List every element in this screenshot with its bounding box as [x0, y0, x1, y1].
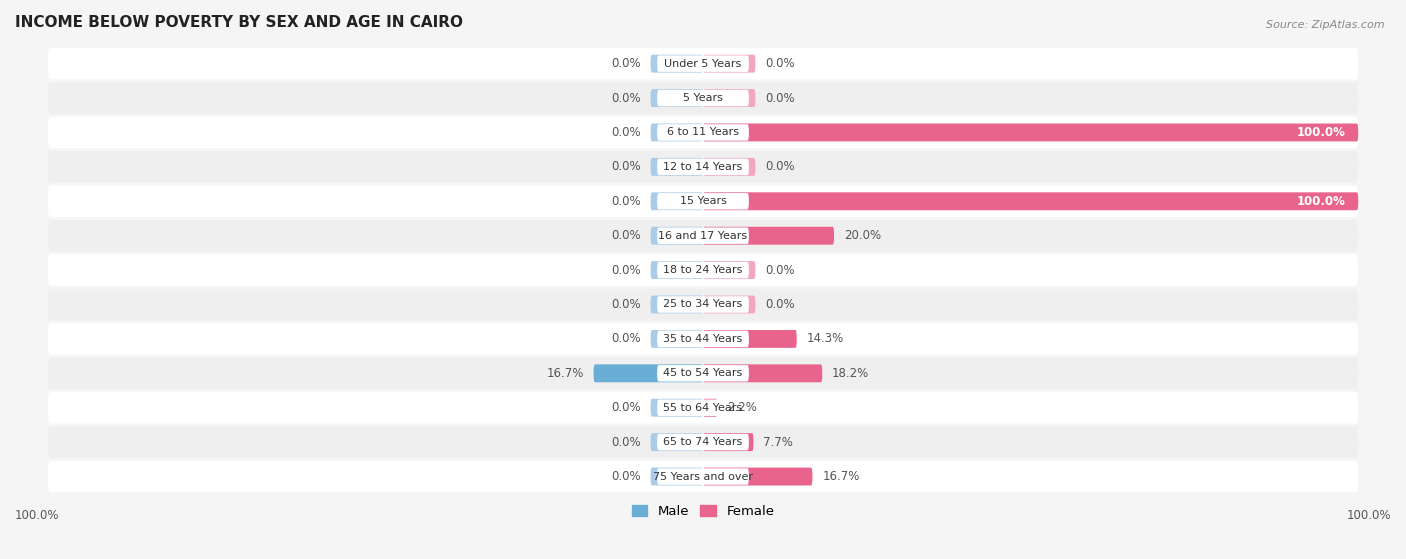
- FancyBboxPatch shape: [48, 461, 1358, 492]
- Text: 14.3%: 14.3%: [807, 333, 844, 345]
- FancyBboxPatch shape: [48, 427, 1358, 458]
- Text: 18 to 24 Years: 18 to 24 Years: [664, 265, 742, 275]
- Text: 0.0%: 0.0%: [765, 57, 794, 70]
- FancyBboxPatch shape: [48, 392, 1358, 424]
- FancyBboxPatch shape: [48, 48, 1358, 79]
- FancyBboxPatch shape: [703, 467, 813, 485]
- FancyBboxPatch shape: [703, 158, 755, 176]
- FancyBboxPatch shape: [703, 364, 823, 382]
- FancyBboxPatch shape: [48, 186, 1358, 217]
- Text: 2.2%: 2.2%: [727, 401, 756, 414]
- FancyBboxPatch shape: [651, 261, 703, 279]
- Text: 55 to 64 Years: 55 to 64 Years: [664, 402, 742, 413]
- FancyBboxPatch shape: [703, 89, 755, 107]
- Text: INCOME BELOW POVERTY BY SEX AND AGE IN CAIRO: INCOME BELOW POVERTY BY SEX AND AGE IN C…: [15, 15, 463, 30]
- Text: 65 to 74 Years: 65 to 74 Years: [664, 437, 742, 447]
- FancyBboxPatch shape: [48, 358, 1358, 389]
- Text: 16 and 17 Years: 16 and 17 Years: [658, 231, 748, 241]
- FancyBboxPatch shape: [48, 151, 1358, 183]
- FancyBboxPatch shape: [593, 364, 703, 382]
- Text: 0.0%: 0.0%: [612, 92, 641, 105]
- Text: 16.7%: 16.7%: [547, 367, 583, 380]
- FancyBboxPatch shape: [651, 433, 703, 451]
- Text: 100.0%: 100.0%: [1347, 509, 1391, 522]
- FancyBboxPatch shape: [657, 468, 749, 485]
- FancyBboxPatch shape: [48, 288, 1358, 320]
- FancyBboxPatch shape: [657, 400, 749, 416]
- FancyBboxPatch shape: [651, 227, 703, 245]
- FancyBboxPatch shape: [703, 261, 755, 279]
- FancyBboxPatch shape: [48, 220, 1358, 252]
- Text: 0.0%: 0.0%: [612, 264, 641, 277]
- FancyBboxPatch shape: [657, 193, 749, 210]
- Text: 0.0%: 0.0%: [612, 435, 641, 449]
- FancyBboxPatch shape: [657, 262, 749, 278]
- Text: 0.0%: 0.0%: [612, 470, 641, 483]
- Text: 45 to 54 Years: 45 to 54 Years: [664, 368, 742, 378]
- FancyBboxPatch shape: [703, 399, 717, 416]
- FancyBboxPatch shape: [651, 55, 703, 73]
- FancyBboxPatch shape: [657, 124, 749, 141]
- FancyBboxPatch shape: [703, 330, 797, 348]
- FancyBboxPatch shape: [657, 228, 749, 244]
- Text: 6 to 11 Years: 6 to 11 Years: [666, 127, 740, 138]
- Text: 0.0%: 0.0%: [612, 195, 641, 208]
- FancyBboxPatch shape: [651, 296, 703, 314]
- FancyBboxPatch shape: [703, 433, 754, 451]
- FancyBboxPatch shape: [48, 323, 1358, 355]
- FancyBboxPatch shape: [703, 55, 755, 73]
- Text: 18.2%: 18.2%: [832, 367, 869, 380]
- FancyBboxPatch shape: [703, 192, 1358, 210]
- FancyBboxPatch shape: [657, 159, 749, 175]
- FancyBboxPatch shape: [657, 296, 749, 312]
- Text: 35 to 44 Years: 35 to 44 Years: [664, 334, 742, 344]
- FancyBboxPatch shape: [657, 90, 749, 106]
- FancyBboxPatch shape: [48, 117, 1358, 148]
- FancyBboxPatch shape: [657, 434, 749, 451]
- FancyBboxPatch shape: [703, 296, 755, 314]
- FancyBboxPatch shape: [651, 158, 703, 176]
- FancyBboxPatch shape: [651, 330, 703, 348]
- Text: 20.0%: 20.0%: [844, 229, 882, 242]
- FancyBboxPatch shape: [657, 55, 749, 72]
- Text: 0.0%: 0.0%: [765, 298, 794, 311]
- FancyBboxPatch shape: [703, 124, 1358, 141]
- Text: 7.7%: 7.7%: [763, 435, 793, 449]
- Text: 100.0%: 100.0%: [1296, 126, 1346, 139]
- FancyBboxPatch shape: [651, 124, 703, 141]
- Text: 75 Years and over: 75 Years and over: [652, 472, 754, 481]
- Text: 0.0%: 0.0%: [612, 160, 641, 173]
- Text: Source: ZipAtlas.com: Source: ZipAtlas.com: [1267, 20, 1385, 30]
- Text: 5 Years: 5 Years: [683, 93, 723, 103]
- Text: 0.0%: 0.0%: [612, 401, 641, 414]
- Text: Under 5 Years: Under 5 Years: [665, 59, 741, 69]
- FancyBboxPatch shape: [651, 467, 703, 485]
- Text: 0.0%: 0.0%: [612, 298, 641, 311]
- FancyBboxPatch shape: [703, 227, 834, 245]
- Text: 0.0%: 0.0%: [612, 333, 641, 345]
- FancyBboxPatch shape: [657, 365, 749, 382]
- FancyBboxPatch shape: [48, 254, 1358, 286]
- Text: 16.7%: 16.7%: [823, 470, 859, 483]
- Text: 100.0%: 100.0%: [15, 509, 59, 522]
- FancyBboxPatch shape: [48, 82, 1358, 114]
- Text: 15 Years: 15 Years: [679, 196, 727, 206]
- Text: 25 to 34 Years: 25 to 34 Years: [664, 300, 742, 310]
- Text: 0.0%: 0.0%: [612, 126, 641, 139]
- Text: 0.0%: 0.0%: [612, 57, 641, 70]
- Text: 12 to 14 Years: 12 to 14 Years: [664, 162, 742, 172]
- Text: 0.0%: 0.0%: [765, 92, 794, 105]
- Legend: Male, Female: Male, Female: [631, 505, 775, 518]
- FancyBboxPatch shape: [657, 331, 749, 347]
- Text: 0.0%: 0.0%: [612, 229, 641, 242]
- FancyBboxPatch shape: [651, 89, 703, 107]
- Text: 0.0%: 0.0%: [765, 264, 794, 277]
- Text: 100.0%: 100.0%: [1296, 195, 1346, 208]
- FancyBboxPatch shape: [651, 192, 703, 210]
- FancyBboxPatch shape: [651, 399, 703, 416]
- Text: 0.0%: 0.0%: [765, 160, 794, 173]
